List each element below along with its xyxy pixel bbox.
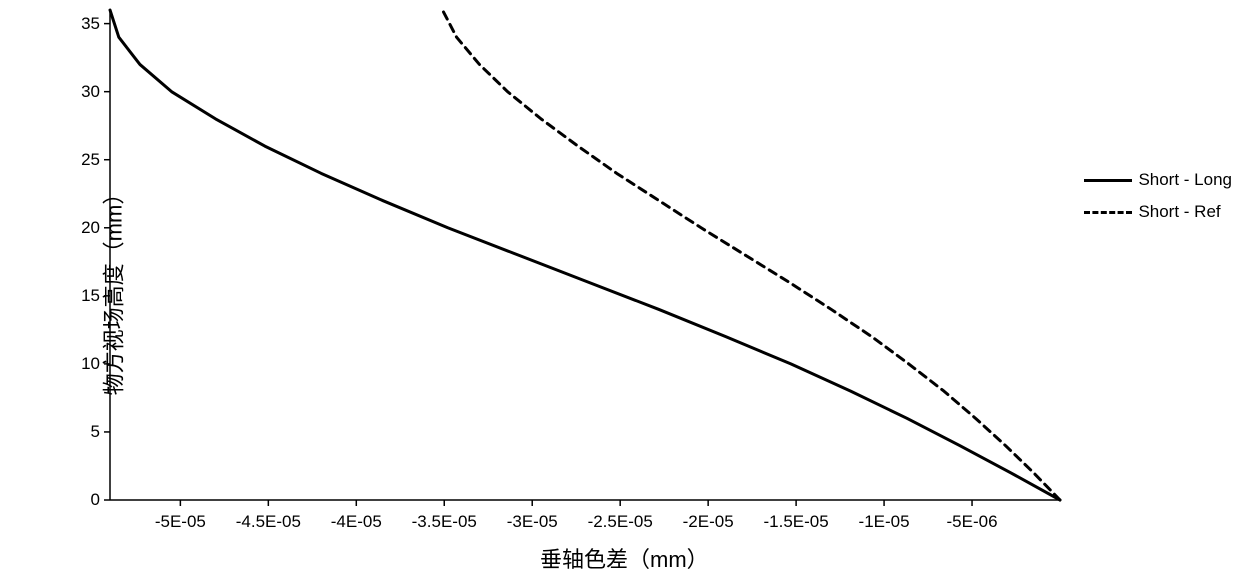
y-tick-label: 15 — [70, 286, 100, 306]
x-tick-label: -3E-05 — [507, 512, 558, 532]
legend-swatch-solid — [1084, 179, 1132, 182]
legend-item-short-long: Short - Long — [1084, 170, 1232, 190]
x-tick-label: -2.5E-05 — [588, 512, 653, 532]
x-tick-label: -2E-05 — [683, 512, 734, 532]
series-line — [110, 10, 1060, 500]
chart-container: 物方视场高度（mm） 垂轴色差（mm） 05101520253035 -5E-0… — [0, 0, 1240, 578]
y-tick-label: 20 — [70, 218, 100, 238]
chart-svg — [0, 0, 1240, 578]
x-tick-label: -4.5E-05 — [236, 512, 301, 532]
legend-item-short-ref: Short - Ref — [1084, 202, 1232, 222]
x-tick-label: -5E-05 — [155, 512, 206, 532]
legend: Short - Long Short - Ref — [1084, 170, 1232, 234]
x-tick-label: -1E-05 — [859, 512, 910, 532]
y-tick-label: 25 — [70, 150, 100, 170]
x-tick-label: -3.5E-05 — [412, 512, 477, 532]
y-tick-label: 30 — [70, 82, 100, 102]
y-tick-label: 0 — [70, 490, 100, 510]
x-tick-label: -5E-06 — [947, 512, 998, 532]
y-tick-label: 10 — [70, 354, 100, 374]
legend-swatch-dashed — [1084, 211, 1132, 214]
y-tick-label: 5 — [70, 422, 100, 442]
legend-label: Short - Long — [1138, 170, 1232, 190]
legend-label: Short - Ref — [1138, 202, 1220, 222]
x-tick-label: -1.5E-05 — [764, 512, 829, 532]
series-line — [443, 10, 1061, 500]
x-tick-label: -4E-05 — [331, 512, 382, 532]
y-tick-label: 35 — [70, 14, 100, 34]
